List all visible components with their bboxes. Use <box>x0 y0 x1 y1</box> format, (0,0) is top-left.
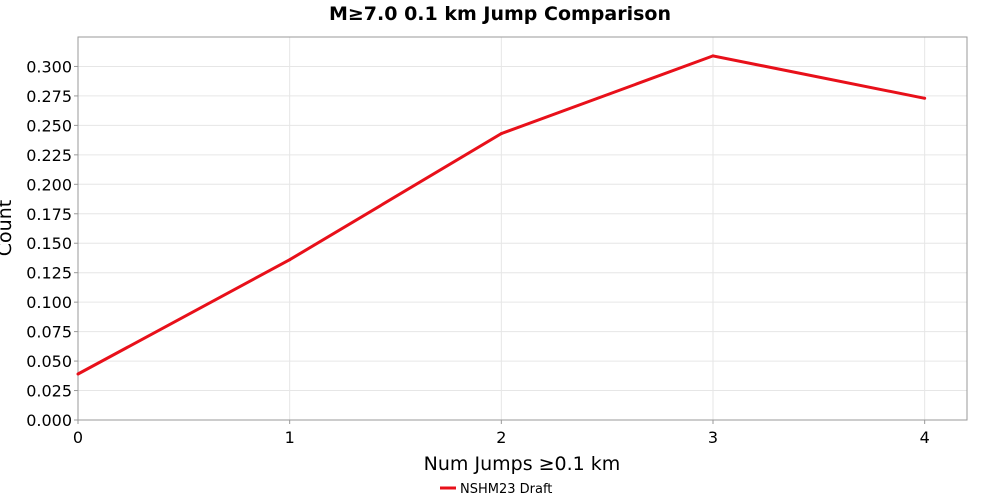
y-axis-title: Count <box>0 200 16 256</box>
x-tick-label: 4 <box>920 428 930 447</box>
x-tick-label: 3 <box>708 428 718 447</box>
y-tick-label: 0.200 <box>26 175 72 194</box>
x-tick-label: 0 <box>73 428 83 447</box>
data-point <box>711 54 715 58</box>
y-tick-label: 0.100 <box>26 293 72 312</box>
y-tick-label: 0.300 <box>26 57 72 76</box>
series-layer <box>76 54 927 376</box>
x-axis: 0 1 2 3 4 <box>73 420 930 447</box>
data-point <box>499 132 503 136</box>
y-tick-label: 0.150 <box>26 234 72 253</box>
chart-title: M≥7.0 0.1 km Jump Comparison <box>329 3 671 25</box>
y-tick-label: 0.025 <box>26 382 72 401</box>
y-tick-label: 0.275 <box>26 87 72 106</box>
grid <box>77 37 967 421</box>
x-tick-label: 2 <box>496 428 506 447</box>
y-tick-label: 0.125 <box>26 264 72 283</box>
y-tick-label: 0.050 <box>26 352 72 371</box>
y-tick-label: 0.075 <box>26 323 72 342</box>
legend-label: NSHM23 Draft <box>460 482 552 497</box>
y-tick-label: 0.175 <box>26 205 72 224</box>
plot-area <box>77 36 968 421</box>
y-tick-label: 0.225 <box>26 146 72 165</box>
data-point <box>76 372 80 376</box>
y-tick-label: 0.250 <box>26 116 72 135</box>
y-tick-label: 0.000 <box>26 411 72 430</box>
x-axis-title: Num Jumps ≥0.1 km <box>424 453 621 475</box>
y-axis: 0.000 0.025 0.050 0.075 0.100 0.125 0.150 0.175… <box>26 57 78 430</box>
x-tick-label: 1 <box>285 428 295 447</box>
legend: NSHM23 Draft <box>440 482 552 497</box>
data-point <box>923 96 927 100</box>
data-point <box>288 258 292 262</box>
